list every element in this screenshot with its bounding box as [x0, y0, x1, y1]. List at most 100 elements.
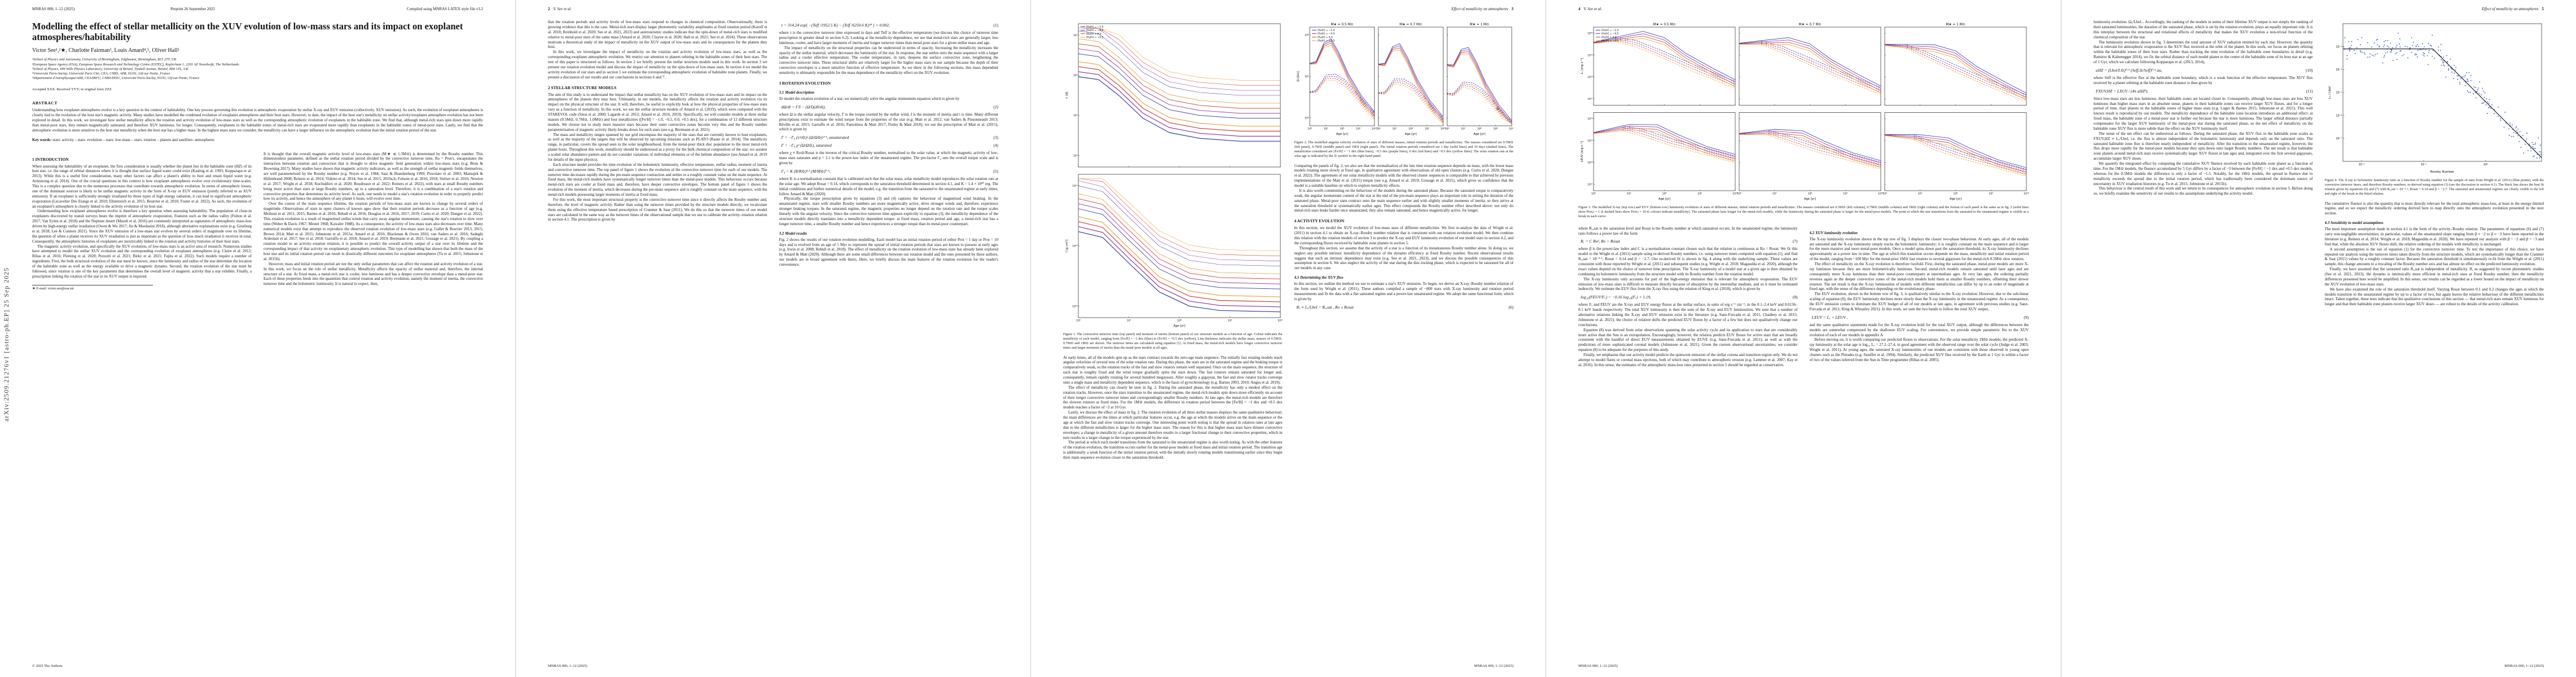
- section-heading: 2 STELLAR STRUCTURE MODELS: [548, 85, 617, 90]
- svg-text:10²⁷: 10²⁷: [1587, 183, 1592, 187]
- page-number: 3: [1511, 7, 1514, 11]
- svg-text:10⁻⁶: 10⁻⁶: [2336, 114, 2342, 117]
- dates-line: Accepted XXX. Received YYY; in original …: [32, 87, 112, 91]
- equation-number: (4): [993, 143, 998, 148]
- page-3: Effect of metallicity on atmospheres 3 10…: [1030, 0, 1546, 677]
- svg-text:Age [yr]: Age [yr]: [1473, 133, 1485, 136]
- equation: Γ = −Γ₀ (τ/τ⊙)ᵖ (Ω/Ω⊙)ᵖ⁺¹, unsaturated (3…: [782, 135, 999, 140]
- svg-text:[Fe/H] = −1.0: [Fe/H] = −1.0: [1086, 25, 1104, 29]
- paragraph: luminosity evolution. Ωₓ/Lbol... Accordi…: [2094, 20, 2313, 39]
- paragraph: where τ is the convective turnover time …: [779, 30, 999, 45]
- svg-text:10⁷: 10⁷: [1772, 192, 1777, 196]
- subsection-heading: 4.1 Determining the XUV flux: [1294, 275, 1344, 280]
- paragraph: Fig. 2 shows the results of our rotation…: [779, 237, 999, 267]
- svg-text:10⁵²: 10⁵²: [1072, 305, 1077, 308]
- svg-text:10¹: 10¹: [1305, 75, 1309, 78]
- page-footer: MNRAS 000, 1–12 (2025): [2504, 664, 2544, 668]
- running-title: Effect of metallicity on atmospheres: [2482, 7, 2539, 11]
- svg-text:10⁸: 10⁸: [1477, 128, 1481, 131]
- running-author: V. See et al.: [553, 7, 572, 11]
- column-right: It is thought that the overall magnetic …: [264, 152, 483, 657]
- column-left: luminosity evolution. Ωₓ/Lbol... Accordi…: [2094, 20, 2313, 657]
- paragraph: Lastly, we discuss the effect of mass in…: [1063, 410, 1283, 440]
- section-heading: 1 INTRODUCTION: [32, 156, 69, 162]
- equation-body: aHZ = (Lbol/L⊙)⁰·⁵ (Seff,⊙/Seff)⁰·⁵ au,: [2096, 67, 2162, 73]
- svg-text:10¹⁰: 10¹⁰: [1371, 128, 1377, 131]
- paragraph: The period at which each model transitio…: [1063, 440, 1283, 460]
- svg-text:10⁻²: 10⁻²: [2358, 163, 2364, 166]
- svg-text:10⁻⁵: 10⁻⁵: [2336, 91, 2342, 95]
- abstract-heading: ABSTRACT: [32, 100, 58, 105]
- svg-text:⊙: ⊙: [1496, 107, 1499, 111]
- paper-title: Modelling the effect of stellar metallic…: [32, 21, 463, 43]
- figure-3-plot: 10²⁷ 10²⁸ 10²⁹ 10³⁰ M★ = 0.5 M⊙ Lₓ [erg s⁻¹] […: [1581, 23, 2029, 201]
- paragraph: where K is a normalisation constant that…: [779, 176, 999, 196]
- paragraph: At early times, all of the models spin u…: [1063, 355, 1283, 385]
- svg-text:10¹⁰: 10¹⁰: [2024, 192, 2029, 196]
- figure: 10⁰ 10¹ 10² 10³ τ [d] [Fe/H] = −1.0 [Fe/H] = −…: [1063, 20, 1283, 350]
- paragraph: Over the course of the main sequence lif…: [264, 201, 483, 261]
- svg-text:Age [yr]: Age [yr]: [1174, 324, 1186, 328]
- subsection-heading: 3.2 Model results: [779, 231, 808, 236]
- affiliation-line: ³School of Physics, HH Wills Physics Lab…: [32, 67, 188, 71]
- author-list: Victor See¹,²★, Charlotte Fairman³, Loui…: [32, 47, 179, 54]
- equation-body: τ = 314.24 exp[ −(Teff /1952.5 K) − (Tef…: [781, 23, 890, 28]
- paragraph: In this work, we investigate the impact …: [548, 50, 767, 80]
- svg-text:Lₓ / Lbol: Lₓ / Lbol: [2328, 86, 2332, 99]
- paragraph: Physically, the torque prescription give…: [779, 196, 999, 226]
- svg-text:10⁸: 10⁸: [1340, 128, 1344, 131]
- svg-text:I [g cm²]: I [g cm²]: [1065, 240, 1069, 252]
- svg-text:M★ = 0.7 M⊙: M★ = 0.7 M⊙: [1799, 23, 1822, 27]
- paragraph: It is also worth commenting on the behav…: [1294, 188, 1514, 213]
- equation-body: Rₓ = C Roᵝ, Ro > Rosat: [1581, 239, 1620, 244]
- arxiv-stamp: arXiv:2509.21276v1 [astro-ph.EP] 25 Sep …: [3, 267, 10, 421]
- paragraph: The most important assumption made in se…: [2324, 227, 2544, 247]
- paragraph: The luminosity evolution shown in fig. 3…: [2094, 39, 2313, 65]
- running-author: V. See et al.: [1583, 7, 1602, 11]
- paragraph: We have also examined the role of the sa…: [2324, 287, 2544, 307]
- paragraph: A second assumption is the use of equati…: [2324, 247, 2544, 267]
- paragraph: The sense of the net effect can be under…: [2094, 131, 2313, 161]
- svg-text:10²⁷: 10²⁷: [1587, 98, 1592, 101]
- running-header: 4 V. See et al.: [1578, 7, 2029, 12]
- keywords-text: stars: activity – stars: evolution – sta…: [52, 137, 214, 142]
- paragraph: In this section, we outline the method w…: [1294, 282, 1514, 301]
- svg-text:Age [yr]: Age [yr]: [1804, 197, 1816, 201]
- paragraph: The cumulative fluence is also the quant…: [2324, 201, 2544, 216]
- paragraph: Comparing the panels of fig. 2, we also …: [1294, 163, 1514, 188]
- page-5: Effect of metallicity on atmospheres 5 lu…: [2061, 0, 2576, 677]
- svg-text:10³⁰: 10³⁰: [1587, 32, 1592, 36]
- column-left: 1 INTRODUCTION When assessing the habitab…: [32, 152, 252, 657]
- svg-text:10⁷: 10⁷: [1127, 319, 1131, 323]
- equation-body: Rₓ ≡ Lₓ/Lbol = Rₓ,sat , Ro ≤ Rosat: [1296, 304, 1354, 310]
- svg-text:10²⁹: 10²⁹: [1587, 54, 1592, 57]
- paragraph: When assessing the habitability of an ex…: [32, 164, 252, 209]
- paragraph: The X-ray luminosity only accounts for p…: [1578, 276, 1798, 292]
- svg-text:Rossby Number: Rossby Number: [2430, 170, 2454, 174]
- svg-text:10⁷: 10⁷: [1392, 128, 1397, 131]
- page-number: 4: [1578, 7, 1581, 11]
- compiled-note: Compiled using MNRAS LATEX style file v3…: [406, 7, 483, 11]
- equation: Γ = −Γ₀ χᵖ (Ω/Ω⊙), saturated (4): [782, 143, 999, 148]
- paragraph: Finally, we have assumed that the satura…: [2324, 267, 2544, 287]
- svg-text:10⁻¹: 10⁻¹: [2420, 163, 2426, 166]
- svg-text:10⁷: 10⁷: [1461, 128, 1465, 131]
- svg-text:[Fe/H] = 0.0: [Fe/H] = 0.0: [1086, 32, 1102, 36]
- keywords-line: Key words: stars: activity – stars: evol…: [32, 138, 483, 143]
- equation-body: Γ₀ = K (R/R⊙)³·¹ (M/M⊙)⁰·⁵,: [781, 168, 831, 174]
- svg-text:M★ = 0.7 M⊙: M★ = 0.7 M⊙: [1399, 23, 1422, 27]
- svg-text:10⁶: 10⁶: [1076, 319, 1081, 323]
- paragraph: Since low-mass stars are less luminous, …: [2094, 96, 2313, 131]
- paragraph: and the same qualitative statements made…: [1809, 322, 2029, 337]
- svg-text:10¹: 10¹: [1073, 114, 1078, 117]
- svg-text:[Fe/H] = +0.5: [Fe/H] = +0.5: [1318, 39, 1335, 43]
- svg-text:10⁹: 10⁹: [1424, 128, 1429, 131]
- affiliation-line: ²European Space Agency (ESA), European S…: [32, 62, 239, 67]
- svg-text:[Fe/H] = −0.5: [Fe/H] = −0.5: [1086, 29, 1104, 32]
- figure-caption: Figure 2. The modelled angular velocity …: [1294, 140, 1514, 158]
- figure-caption: Figure 3. The modelled X-ray (top row) a…: [1578, 205, 2029, 218]
- svg-text:10⁶: 10⁶: [1591, 192, 1596, 196]
- section-heading: 3 ROTATION EVOLUTION: [779, 80, 831, 86]
- svg-text:10⁸: 10⁸: [1954, 192, 1958, 196]
